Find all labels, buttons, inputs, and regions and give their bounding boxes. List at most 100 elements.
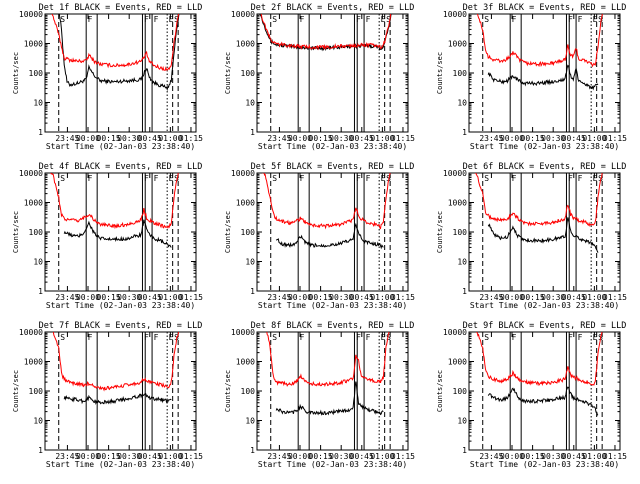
plot-frame xyxy=(468,13,621,133)
x-tick-label: 00:00 xyxy=(288,452,312,461)
panel-title: Det 8f BLACK = Events, RED = LLD xyxy=(251,321,415,331)
y-tick-label: 1 xyxy=(250,446,255,455)
y-tick-label: 1 xyxy=(462,287,467,296)
marker-label: S xyxy=(272,333,277,342)
x-tick-label: 23:45 xyxy=(267,452,291,461)
x-tick-label: 01:00 xyxy=(370,293,394,302)
series-line-events xyxy=(63,219,172,248)
y-tick-label: 1000 xyxy=(24,199,43,208)
y-tick-label: 10000 xyxy=(231,328,255,337)
y-axis-title: Counts/sec xyxy=(12,370,20,412)
y-tick-label: 100 xyxy=(453,228,468,237)
y-tick-label: 100 xyxy=(29,387,44,396)
x-tick-label: 00:00 xyxy=(500,134,524,143)
marker-label: S xyxy=(60,15,65,24)
marker-label: F xyxy=(568,174,573,183)
marker-label: E xyxy=(593,174,598,183)
plot-frame xyxy=(44,331,197,451)
x-tick-label: 00:15 xyxy=(521,134,545,143)
y-axis-title: Counts/sec xyxy=(224,211,232,253)
x-tick-label: 00:30 xyxy=(329,134,353,143)
y-axis-title: Counts/sec xyxy=(12,52,20,94)
y-tick-label: 10 xyxy=(457,258,467,267)
series-line-lld xyxy=(476,332,603,387)
x-tick-label: 01:00 xyxy=(370,134,394,143)
y-tick-label: 100 xyxy=(29,69,44,78)
marker-label: F xyxy=(578,174,583,183)
x-tick-label: 01:00 xyxy=(158,134,182,143)
marker-label: F xyxy=(88,15,93,24)
marker-label: S xyxy=(484,15,489,24)
marker-label: F xyxy=(366,15,371,24)
x-tick-label: 00:15 xyxy=(309,452,333,461)
x-tick-label: 00:30 xyxy=(541,134,565,143)
marker-label: E xyxy=(169,15,174,24)
y-tick-label: 100 xyxy=(241,228,256,237)
plot-frame xyxy=(468,331,621,451)
x-tick-label: 23:45 xyxy=(479,293,503,302)
marker-label: S xyxy=(174,15,179,24)
marker-label: F xyxy=(154,15,159,24)
y-axis-title: Counts/sec xyxy=(436,211,444,253)
marker-label: F xyxy=(356,15,361,24)
x-tick-label: 01:15 xyxy=(391,452,415,461)
x-tick-label: 01:15 xyxy=(179,293,203,302)
y-tick-label: 100 xyxy=(29,228,44,237)
series-line-events xyxy=(63,392,172,406)
marker-label: E xyxy=(593,15,598,24)
plot-frame xyxy=(468,172,621,292)
y-axis-title: Counts/sec xyxy=(436,370,444,412)
y-axis-title: Counts/sec xyxy=(436,52,444,94)
marker-label: E xyxy=(381,333,386,342)
x-axis-title: Start Time (02-Jan-03 23:38:40) xyxy=(258,301,407,310)
x-tick-label: 00:00 xyxy=(76,134,100,143)
series-line-events xyxy=(487,217,599,253)
y-tick-label: 1000 xyxy=(236,358,255,367)
y-tick-label: 10 xyxy=(245,258,255,267)
x-tick-label: 00:45 xyxy=(350,293,374,302)
panel-title: Det 4f BLACK = Events, RED = LLD xyxy=(39,162,203,172)
marker-label: E xyxy=(169,174,174,183)
x-tick-label: 00:30 xyxy=(329,293,353,302)
x-tick-label: 00:00 xyxy=(500,293,524,302)
x-tick-label: 00:30 xyxy=(541,452,565,461)
x-tick-label: 01:00 xyxy=(370,452,394,461)
y-tick-label: 10000 xyxy=(231,10,255,19)
x-tick-label: 00:45 xyxy=(350,452,374,461)
panel-title: Det 6f BLACK = Events, RED = LLD xyxy=(463,162,627,172)
marker-label: F xyxy=(568,15,573,24)
marker-label: S xyxy=(598,15,603,24)
marker-label: E xyxy=(169,333,174,342)
x-tick-label: 01:15 xyxy=(391,293,415,302)
x-axis-title: Start Time (02-Jan-03 23:38:40) xyxy=(258,142,407,151)
x-tick-label: 00:45 xyxy=(562,452,586,461)
y-tick-label: 1 xyxy=(38,287,43,296)
x-tick-label: 00:00 xyxy=(76,452,100,461)
panel-title: Det 3f BLACK = Events, RED = LLD xyxy=(463,3,627,13)
marker-label: F xyxy=(300,174,305,183)
x-tick-label: 00:15 xyxy=(521,452,545,461)
marker-label: E xyxy=(381,174,386,183)
marker-label: S xyxy=(174,174,179,183)
panel-det-4: Det 4f BLACK = Events, RED = LLD 1 10 100 10… xyxy=(12,162,203,310)
marker-label: F xyxy=(88,174,93,183)
marker-label: S xyxy=(386,15,391,24)
y-tick-label: 1000 xyxy=(448,199,467,208)
y-tick-label: 100 xyxy=(453,387,468,396)
marker-label: F xyxy=(88,333,93,342)
y-tick-label: 10 xyxy=(457,417,467,426)
x-tick-label: 00:15 xyxy=(521,293,545,302)
x-tick-label: 00:00 xyxy=(76,293,100,302)
panel-det-9: Det 9f BLACK = Events, RED = LLD 1 10 100 10… xyxy=(436,321,627,469)
y-tick-label: 1 xyxy=(250,128,255,137)
y-tick-label: 1 xyxy=(462,446,467,455)
x-tick-label: 00:30 xyxy=(329,452,353,461)
series-line-lld xyxy=(476,14,603,68)
marker-label: F xyxy=(154,174,159,183)
series-line-events xyxy=(275,381,384,416)
y-tick-label: 10000 xyxy=(231,169,255,178)
marker-label: F xyxy=(578,333,583,342)
x-tick-label: 00:30 xyxy=(117,293,141,302)
x-tick-label: 01:15 xyxy=(179,134,203,143)
